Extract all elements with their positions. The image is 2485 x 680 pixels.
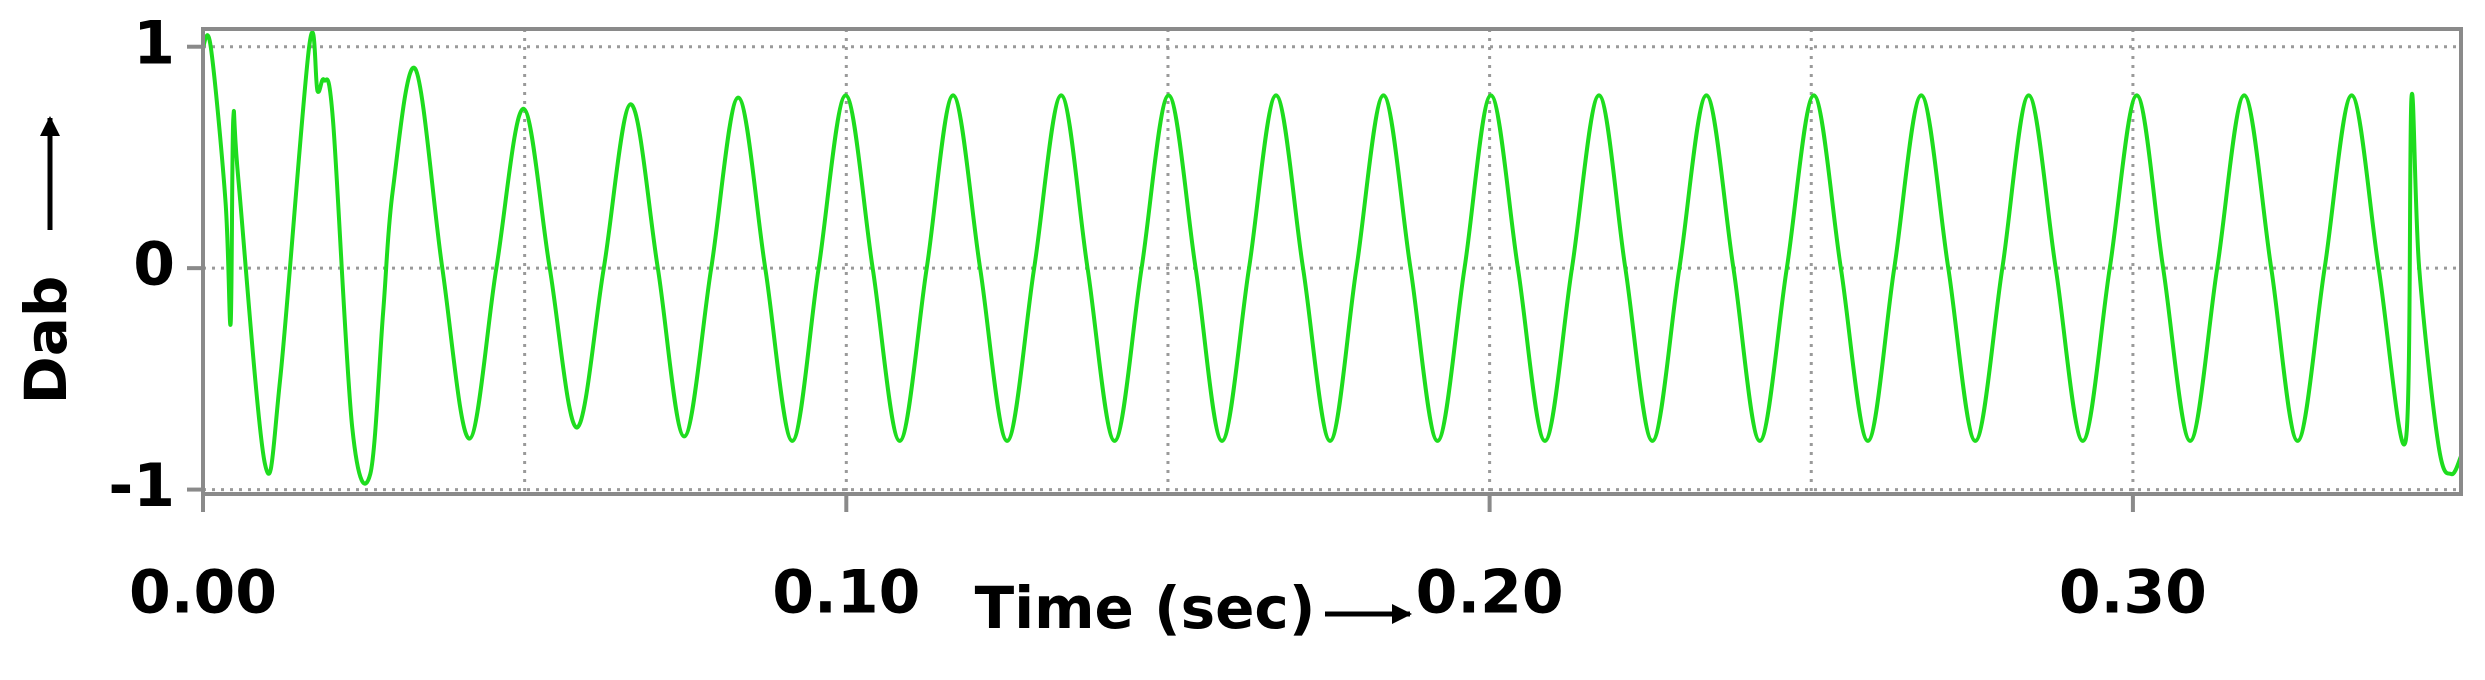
y-tick-label: 0 bbox=[133, 230, 175, 300]
x-tick-label: 0.20 bbox=[1416, 558, 1564, 628]
y-axis-label: Dab bbox=[12, 276, 80, 405]
plot-area bbox=[201, 30, 2463, 486]
y-tick-label: -1 bbox=[108, 451, 175, 521]
y-tick-label: 1 bbox=[133, 8, 175, 78]
labels: -1 0 1 0.00 0.10 0.20 0.30 bbox=[108, 8, 2207, 627]
x-tick-label: 0.00 bbox=[129, 558, 277, 628]
x-tick-label: 0.10 bbox=[772, 558, 920, 628]
x-axis-label: Time (sec) bbox=[975, 574, 1316, 642]
plot-frame bbox=[201, 27, 2463, 496]
data-line bbox=[201, 30, 2463, 486]
x-tick-label: 0.30 bbox=[2059, 558, 2207, 628]
grid bbox=[203, 29, 2461, 494]
